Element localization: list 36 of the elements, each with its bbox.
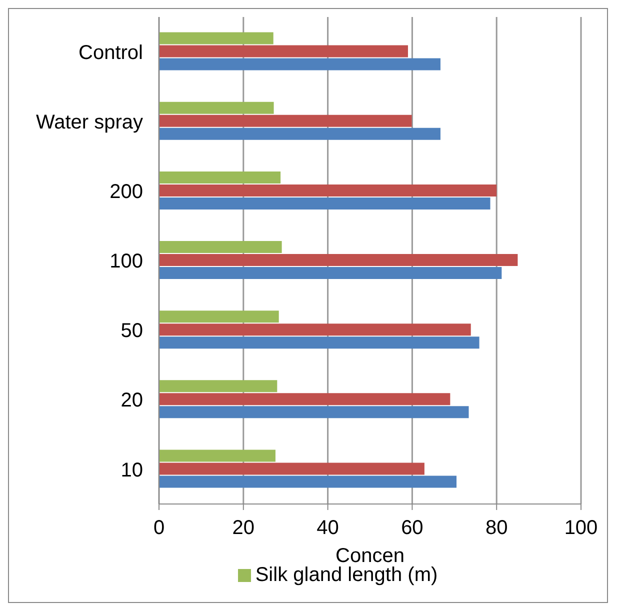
bar xyxy=(159,241,282,254)
x-tick-label: 0 xyxy=(153,517,165,540)
bar xyxy=(159,324,471,336)
bar xyxy=(159,310,279,323)
bar xyxy=(159,184,497,196)
bar xyxy=(159,102,274,114)
x-tick-label: 20 xyxy=(232,517,255,540)
x-tick-label: 40 xyxy=(316,517,339,540)
y-tick-label: 50 xyxy=(120,320,143,342)
bar xyxy=(159,267,502,280)
y-tick-label: 10 xyxy=(120,459,143,482)
bar xyxy=(159,128,440,140)
bar xyxy=(159,476,457,488)
bar xyxy=(159,380,278,392)
x-axis-title: Concen xyxy=(336,545,404,567)
bar xyxy=(159,254,518,266)
bar xyxy=(159,406,469,418)
y-tick-label: 200 xyxy=(110,181,143,204)
legend-label: Silk gland length (m) xyxy=(255,564,438,587)
x-tick-label: 60 xyxy=(401,517,424,540)
bar xyxy=(159,114,412,127)
bar xyxy=(159,58,440,70)
bar xyxy=(159,462,424,475)
x-tick-label: 100 xyxy=(564,517,598,540)
y-tick-label: Control xyxy=(78,42,143,64)
x-tick-label: 80 xyxy=(485,517,508,540)
bar xyxy=(159,336,480,349)
bar xyxy=(159,450,276,462)
bar xyxy=(159,32,274,44)
bar xyxy=(159,171,281,184)
bar xyxy=(159,197,490,210)
y-tick-label: 20 xyxy=(120,390,143,412)
y-tick-label: Water spray xyxy=(36,111,143,134)
bar xyxy=(159,393,450,406)
bar xyxy=(159,45,408,58)
y-tick-label: 100 xyxy=(110,250,143,273)
